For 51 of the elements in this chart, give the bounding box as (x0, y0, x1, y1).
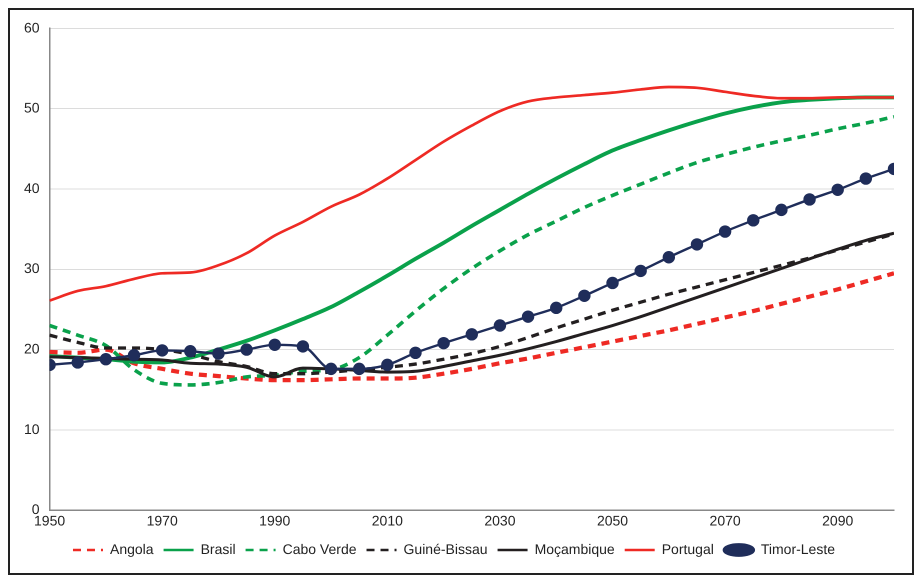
y-tick-label: 50 (24, 100, 40, 116)
y-tick-label: 40 (24, 180, 40, 196)
point (72, 356, 84, 369)
x-tick-label: 1990 (259, 512, 291, 528)
point (803, 193, 816, 206)
y-tick-label: 60 (24, 19, 40, 36)
point (522, 310, 534, 323)
point (606, 276, 619, 290)
y-tick-label: 30 (24, 260, 40, 276)
point (296, 340, 310, 353)
y-tick-label: 20 (24, 340, 40, 356)
line-series (50, 271, 894, 382)
point (268, 338, 281, 351)
legend-label: Cabo Verde (282, 540, 357, 557)
point (381, 358, 394, 372)
point (832, 184, 844, 196)
line-series (50, 86, 894, 302)
point (860, 172, 872, 185)
x-tick-label: 2090 (822, 512, 854, 528)
x-tick-label: 2050 (596, 512, 628, 528)
point (747, 214, 760, 227)
legend-label: Moçambique (534, 540, 615, 557)
point (352, 362, 366, 376)
point (240, 343, 253, 356)
point (156, 344, 168, 357)
point (775, 204, 788, 216)
point (324, 362, 338, 376)
legend-label: Guiné-Bissau (404, 540, 488, 557)
point (184, 345, 197, 358)
legend-label: Angola (110, 540, 154, 557)
point (212, 347, 225, 360)
point (437, 336, 450, 350)
point (718, 225, 732, 238)
point (578, 290, 591, 302)
legend-label: Brasil (200, 540, 236, 557)
point (466, 328, 478, 341)
point (128, 349, 140, 362)
point (662, 251, 676, 264)
point (100, 353, 112, 366)
x-tick-label: 2030 (484, 512, 516, 528)
x-tick-label: 2070 (710, 512, 741, 528)
point (690, 238, 704, 251)
legend-label: Timor-Leste (760, 540, 836, 557)
x-tick-label: 1970 (146, 512, 178, 528)
y-tick-label: 10 (24, 420, 40, 437)
point (634, 264, 647, 278)
point (409, 346, 422, 360)
x-tick-label: 2010 (372, 512, 404, 528)
point (550, 302, 562, 314)
legend-label: Portugal (662, 540, 714, 557)
point (494, 319, 506, 332)
